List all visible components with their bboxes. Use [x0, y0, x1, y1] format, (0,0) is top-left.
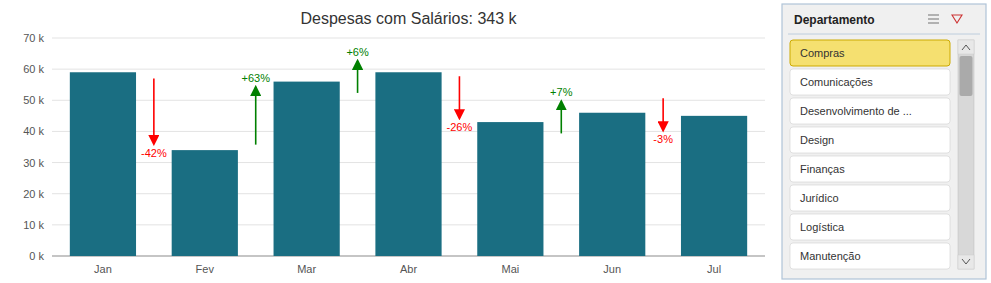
- chart-root: Despesas com Salários: 343 k 0 k 10 k 20 k 3…: [0, 0, 991, 283]
- y-tick-label: 70 k: [23, 32, 44, 44]
- growth-indicators: -42% +63% +6% -26% +7% -3%: [141, 46, 673, 159]
- scroll-down-icon: [962, 259, 970, 264]
- menu-icon[interactable]: [928, 14, 939, 15]
- menu-icon[interactable]: [928, 22, 939, 23]
- slicer-frame: [782, 4, 986, 279]
- slicer-item[interactable]: [790, 156, 950, 182]
- slicer-item[interactable]: [790, 243, 950, 269]
- growth-arrow: [459, 76, 461, 118]
- x-tick-label: Mar: [297, 263, 316, 275]
- chart-title: Despesas com Salários: 343 k: [300, 10, 517, 27]
- bar: [477, 122, 543, 256]
- growth-arrow: [357, 61, 359, 93]
- y-tick-label: 60 k: [23, 63, 44, 75]
- x-tick-label: Jul: [707, 263, 721, 275]
- y-tick-label: 30 k: [23, 157, 44, 169]
- grid-line: [52, 69, 765, 70]
- growth-arrow: [255, 87, 257, 145]
- y-grid: [52, 38, 765, 256]
- scroll-track: [958, 40, 974, 269]
- growth-label: -3%: [653, 133, 673, 145]
- growth-arrow: [662, 98, 664, 130]
- x-tick-label: Fev: [196, 263, 215, 275]
- slicer-item-label[interactable]: Design: [800, 134, 834, 146]
- bar: [375, 72, 441, 256]
- filter-icon[interactable]: [952, 15, 962, 23]
- slicer-item-label[interactable]: Comunicações: [800, 76, 873, 88]
- growth-label: +63%: [241, 72, 270, 84]
- y-tick-label: 20 k: [23, 188, 44, 200]
- slicer-separator: [788, 34, 980, 35]
- scroll-up[interactable]: [958, 40, 974, 54]
- y-tick-label: 0 k: [29, 250, 44, 262]
- slicer-item-label[interactable]: Jurídico: [800, 192, 839, 204]
- y-tick-label: 10 k: [23, 219, 44, 231]
- slicer-item-label[interactable]: Finanças: [800, 163, 845, 175]
- x-tick-label: Abr: [400, 263, 417, 275]
- slicer-item-label[interactable]: Manutenção: [800, 250, 861, 262]
- growth-label: -42%: [141, 147, 167, 159]
- menu-icon[interactable]: [928, 18, 939, 19]
- bar: [681, 116, 747, 256]
- growth-arrow: [560, 101, 562, 133]
- grid-line: [52, 38, 765, 39]
- slicer-item[interactable]: [790, 98, 950, 124]
- bar: [172, 150, 238, 256]
- slicer-panel: Departamento Compras Comunicações Desenvolv…: [782, 4, 986, 279]
- slicer-item-label[interactable]: Desenvolvimento de ...: [800, 105, 912, 117]
- slicer-item[interactable]: [790, 127, 950, 153]
- y-tick-label: 50 k: [23, 94, 44, 106]
- slicer-item-label[interactable]: Logística: [800, 221, 845, 233]
- growth-label: +6%: [346, 46, 369, 58]
- x-tick-label: Jan: [94, 263, 112, 275]
- growth-arrow: [153, 78, 155, 143]
- slicer-item[interactable]: [790, 185, 950, 211]
- slicer-item[interactable]: [790, 214, 950, 240]
- slicer-title: Departamento: [794, 13, 875, 27]
- x-tick-label: Mai: [501, 263, 519, 275]
- slicer-item-selected[interactable]: [790, 40, 950, 66]
- scroll-up-icon: [962, 45, 970, 50]
- slicer-item-label[interactable]: Compras: [800, 47, 845, 59]
- growth-label: -26%: [447, 121, 473, 133]
- growth-label: +7%: [550, 86, 573, 98]
- bar: [70, 72, 136, 256]
- x-tick-label: Jun: [603, 263, 621, 275]
- bars: [70, 72, 747, 256]
- slicer-item[interactable]: [790, 69, 950, 95]
- y-tick-label: 40 k: [23, 125, 44, 137]
- scroll-down[interactable]: [958, 255, 974, 269]
- bar: [274, 82, 340, 256]
- bar: [579, 113, 645, 256]
- scroll-thumb[interactable]: [960, 56, 973, 96]
